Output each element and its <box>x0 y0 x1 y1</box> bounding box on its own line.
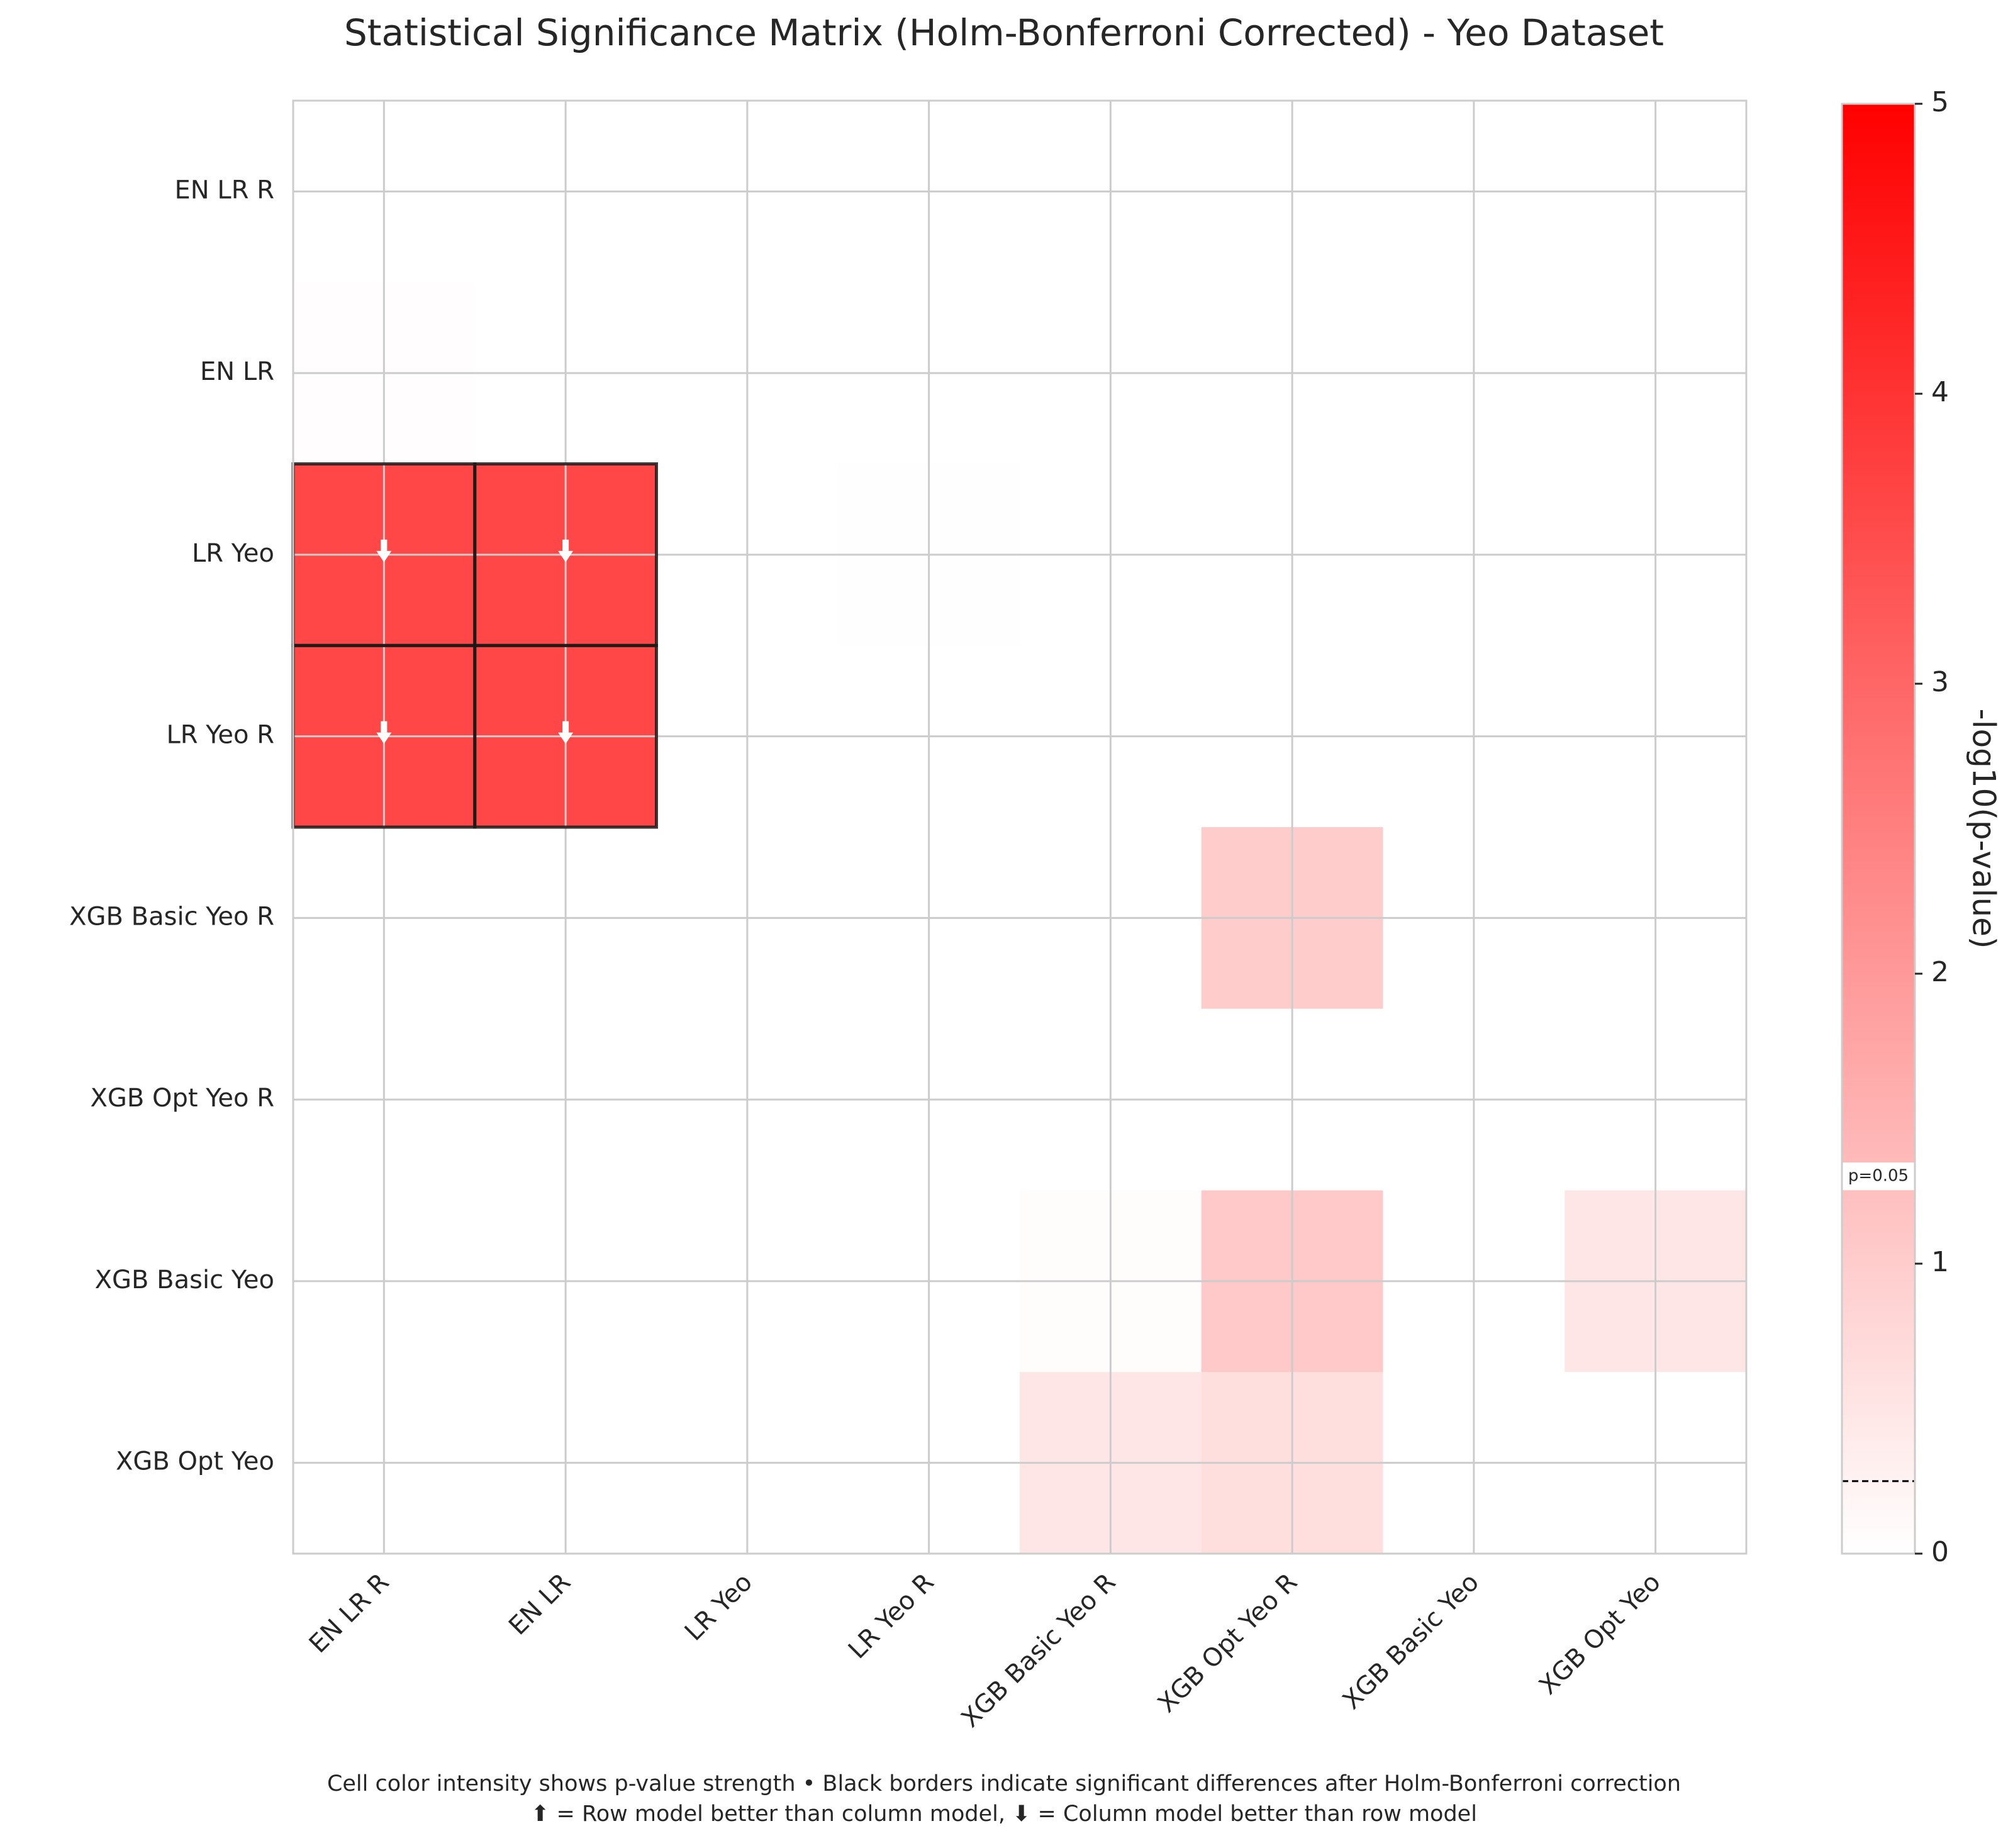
plot-frame <box>292 99 1748 1555</box>
row-tick-label: XGB Opt Yeo R <box>90 1084 274 1113</box>
down-arrow-icon <box>558 539 574 562</box>
arrow-head <box>376 732 392 744</box>
colorbar-frame <box>1841 103 1916 1555</box>
down-arrow-icon <box>376 539 392 562</box>
column-tick-label: XGB Basic Yeo R <box>956 1568 1121 1734</box>
colorbar-label: -log10(p-value) <box>1966 709 2002 949</box>
arrow-head <box>558 732 574 744</box>
down-arrow-icon <box>558 721 574 744</box>
direction-arrows <box>376 539 574 744</box>
chart-caption: Cell color intensity shows p-value stren… <box>0 1769 2008 1829</box>
row-tick-label: LR Yeo <box>192 539 274 568</box>
arrow-shaft <box>562 721 569 733</box>
down-arrow-icon <box>376 721 392 744</box>
colorbar-tick-label: 0 <box>1931 1536 1949 1568</box>
column-tick-labels: EN LR R EN LR LR Yeo LR Yeo R XGB Basic Yeo … <box>304 1568 1666 1734</box>
colorbar-threshold-label: p=0.05 <box>1848 1167 1909 1186</box>
row-tick-label: XGB Opt Yeo <box>116 1447 274 1476</box>
row-tick-label: EN LR R <box>175 175 275 204</box>
caption-line-2: ⬆ = Row model better than column model, … <box>531 1801 1477 1827</box>
column-tick-label: XGB Basic Yeo <box>1337 1568 1485 1715</box>
row-tick-labels: EN LR R EN LR LR Yeo LR Yeo R XGB Basic Yeo … <box>69 175 274 1476</box>
chart-title: Statistical Significance Matrix (Holm-Bo… <box>343 11 1665 54</box>
colorbar-gradient <box>1842 104 1915 1554</box>
arrow-shaft <box>562 539 569 551</box>
colorbar-tick-label: 5 <box>1931 86 1949 118</box>
heatmap-grid <box>293 101 1746 1554</box>
arrow-shaft <box>381 721 388 733</box>
significance-borders <box>291 462 658 829</box>
colorbar-tick-label: 4 <box>1931 376 1949 408</box>
column-tick-label: LR Yeo <box>679 1568 758 1647</box>
row-tick-label: EN LR <box>200 357 274 386</box>
column-tick-label: XGB Opt Yeo R <box>1152 1568 1303 1718</box>
arrow-head <box>376 550 392 562</box>
column-tick-label: LR Yeo R <box>843 1568 940 1665</box>
row-tick-label: XGB Basic Yeo <box>95 1266 274 1294</box>
arrow-head <box>558 550 574 562</box>
significance-border <box>473 643 658 829</box>
colorbar: p=0.05 0 1 2 3 4 5 -log10(p-value) <box>1841 86 2002 1568</box>
caption-line-1: Cell color intensity shows p-value stren… <box>326 1771 1682 1796</box>
row-tick-label: XGB Basic Yeo R <box>69 902 274 931</box>
column-tick-label: XGB Opt Yeo <box>1534 1568 1666 1701</box>
column-tick-label: EN LR R <box>304 1568 395 1659</box>
colorbar-tick-label: 2 <box>1931 956 1949 988</box>
arrow-shaft <box>381 539 388 551</box>
colorbar-threshold-band <box>1842 1162 1915 1191</box>
colorbar-tick-label: 3 <box>1931 666 1949 698</box>
colorbar-tick-label: 1 <box>1931 1246 1949 1278</box>
row-tick-label: LR Yeo R <box>166 721 274 750</box>
column-tick-label: EN LR <box>503 1568 576 1641</box>
